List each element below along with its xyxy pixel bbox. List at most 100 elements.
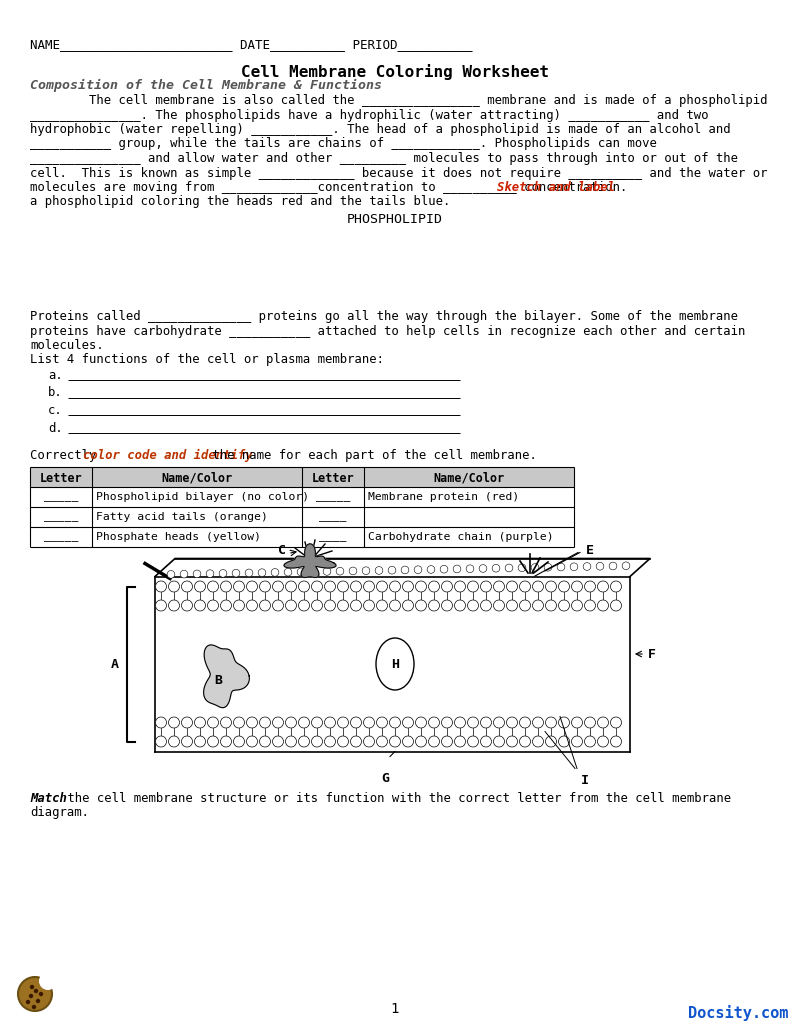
Circle shape xyxy=(324,567,331,575)
Circle shape xyxy=(440,565,448,573)
Circle shape xyxy=(349,567,357,574)
Circle shape xyxy=(414,566,422,573)
Polygon shape xyxy=(284,544,336,578)
Circle shape xyxy=(546,717,557,728)
Circle shape xyxy=(206,569,214,578)
Circle shape xyxy=(156,717,166,728)
Circle shape xyxy=(195,600,206,611)
Circle shape xyxy=(259,600,271,611)
Text: Composition of the Cell Membrane & Functions: Composition of the Cell Membrane & Funct… xyxy=(30,79,382,92)
Text: F: F xyxy=(648,647,656,660)
Text: _______________. The phospholipids have a hydrophilic (water attracting) _______: _______________. The phospholipids have … xyxy=(30,109,709,122)
Circle shape xyxy=(298,736,309,746)
Circle shape xyxy=(36,998,40,1004)
Text: Phosphate heads (yellow): Phosphate heads (yellow) xyxy=(96,531,261,542)
Text: _______________ and allow water and other _________ molecules to pass through in: _______________ and allow water and othe… xyxy=(30,152,738,165)
Text: Proteins called ______________ proteins go all the way through the bilayer. Some: Proteins called ______________ proteins … xyxy=(30,310,738,323)
Circle shape xyxy=(28,994,33,998)
Circle shape xyxy=(338,581,349,592)
Circle shape xyxy=(532,717,543,728)
Circle shape xyxy=(480,600,491,611)
Circle shape xyxy=(273,736,283,746)
Circle shape xyxy=(558,581,570,592)
Circle shape xyxy=(26,999,30,1005)
Circle shape xyxy=(609,562,617,570)
Circle shape xyxy=(195,581,206,592)
Text: Match: Match xyxy=(30,792,67,805)
Circle shape xyxy=(298,581,309,592)
Circle shape xyxy=(389,600,400,611)
Circle shape xyxy=(585,736,596,746)
Text: a phospholipid coloring the heads red and the tails blue.: a phospholipid coloring the heads red an… xyxy=(30,196,450,209)
Circle shape xyxy=(232,569,240,577)
Circle shape xyxy=(597,600,608,611)
Circle shape xyxy=(39,972,57,990)
Circle shape xyxy=(570,563,578,570)
Circle shape xyxy=(156,600,166,611)
Circle shape xyxy=(297,568,305,575)
Circle shape xyxy=(247,736,258,746)
Circle shape xyxy=(247,717,258,728)
Circle shape xyxy=(350,736,361,746)
Circle shape xyxy=(572,717,582,728)
Circle shape xyxy=(221,581,232,592)
Circle shape xyxy=(585,717,596,728)
Circle shape xyxy=(324,600,335,611)
Text: Letter: Letter xyxy=(40,471,82,484)
Circle shape xyxy=(30,985,34,989)
Circle shape xyxy=(611,600,622,611)
Text: _____: _____ xyxy=(44,512,78,521)
Text: b.: b. xyxy=(48,386,62,399)
Circle shape xyxy=(207,581,218,592)
Circle shape xyxy=(181,581,192,592)
Circle shape xyxy=(494,600,505,611)
Text: ____: ____ xyxy=(320,512,346,521)
Text: _____: _____ xyxy=(316,492,350,502)
Circle shape xyxy=(572,600,582,611)
Circle shape xyxy=(375,566,383,574)
Circle shape xyxy=(585,600,596,611)
Circle shape xyxy=(259,717,271,728)
Text: H: H xyxy=(391,657,399,671)
Text: I: I xyxy=(581,773,589,786)
Circle shape xyxy=(34,989,38,993)
Circle shape xyxy=(221,717,232,728)
Text: _____: _____ xyxy=(44,531,78,542)
Circle shape xyxy=(611,717,622,728)
Text: E: E xyxy=(586,544,594,557)
Circle shape xyxy=(310,568,318,575)
Circle shape xyxy=(195,717,206,728)
Circle shape xyxy=(557,563,565,570)
Text: Sketch and label: Sketch and label xyxy=(497,181,615,194)
Circle shape xyxy=(441,717,452,728)
Circle shape xyxy=(467,736,479,746)
Circle shape xyxy=(546,600,557,611)
Circle shape xyxy=(480,736,491,746)
Circle shape xyxy=(207,717,218,728)
Text: Fatty acid tails (orange): Fatty acid tails (orange) xyxy=(96,512,268,521)
Circle shape xyxy=(429,717,440,728)
Circle shape xyxy=(298,717,309,728)
Circle shape xyxy=(403,717,414,728)
Circle shape xyxy=(494,736,505,746)
Circle shape xyxy=(258,568,266,577)
Circle shape xyxy=(467,581,479,592)
Text: cell.  This is known as simple _____________ because it does not require _______: cell. This is known as simple __________… xyxy=(30,167,767,179)
Text: Carbohydrate chain (purple): Carbohydrate chain (purple) xyxy=(368,531,554,542)
Circle shape xyxy=(364,736,374,746)
Circle shape xyxy=(377,581,388,592)
Text: Name/Color: Name/Color xyxy=(433,471,505,484)
Circle shape xyxy=(429,600,440,611)
Circle shape xyxy=(181,600,192,611)
Circle shape xyxy=(558,736,570,746)
Circle shape xyxy=(596,562,604,570)
Circle shape xyxy=(377,600,388,611)
Circle shape xyxy=(324,717,335,728)
Circle shape xyxy=(467,600,479,611)
Circle shape xyxy=(39,992,44,996)
Circle shape xyxy=(286,736,297,746)
Circle shape xyxy=(480,581,491,592)
Circle shape xyxy=(558,717,570,728)
Circle shape xyxy=(506,581,517,592)
Circle shape xyxy=(403,600,414,611)
